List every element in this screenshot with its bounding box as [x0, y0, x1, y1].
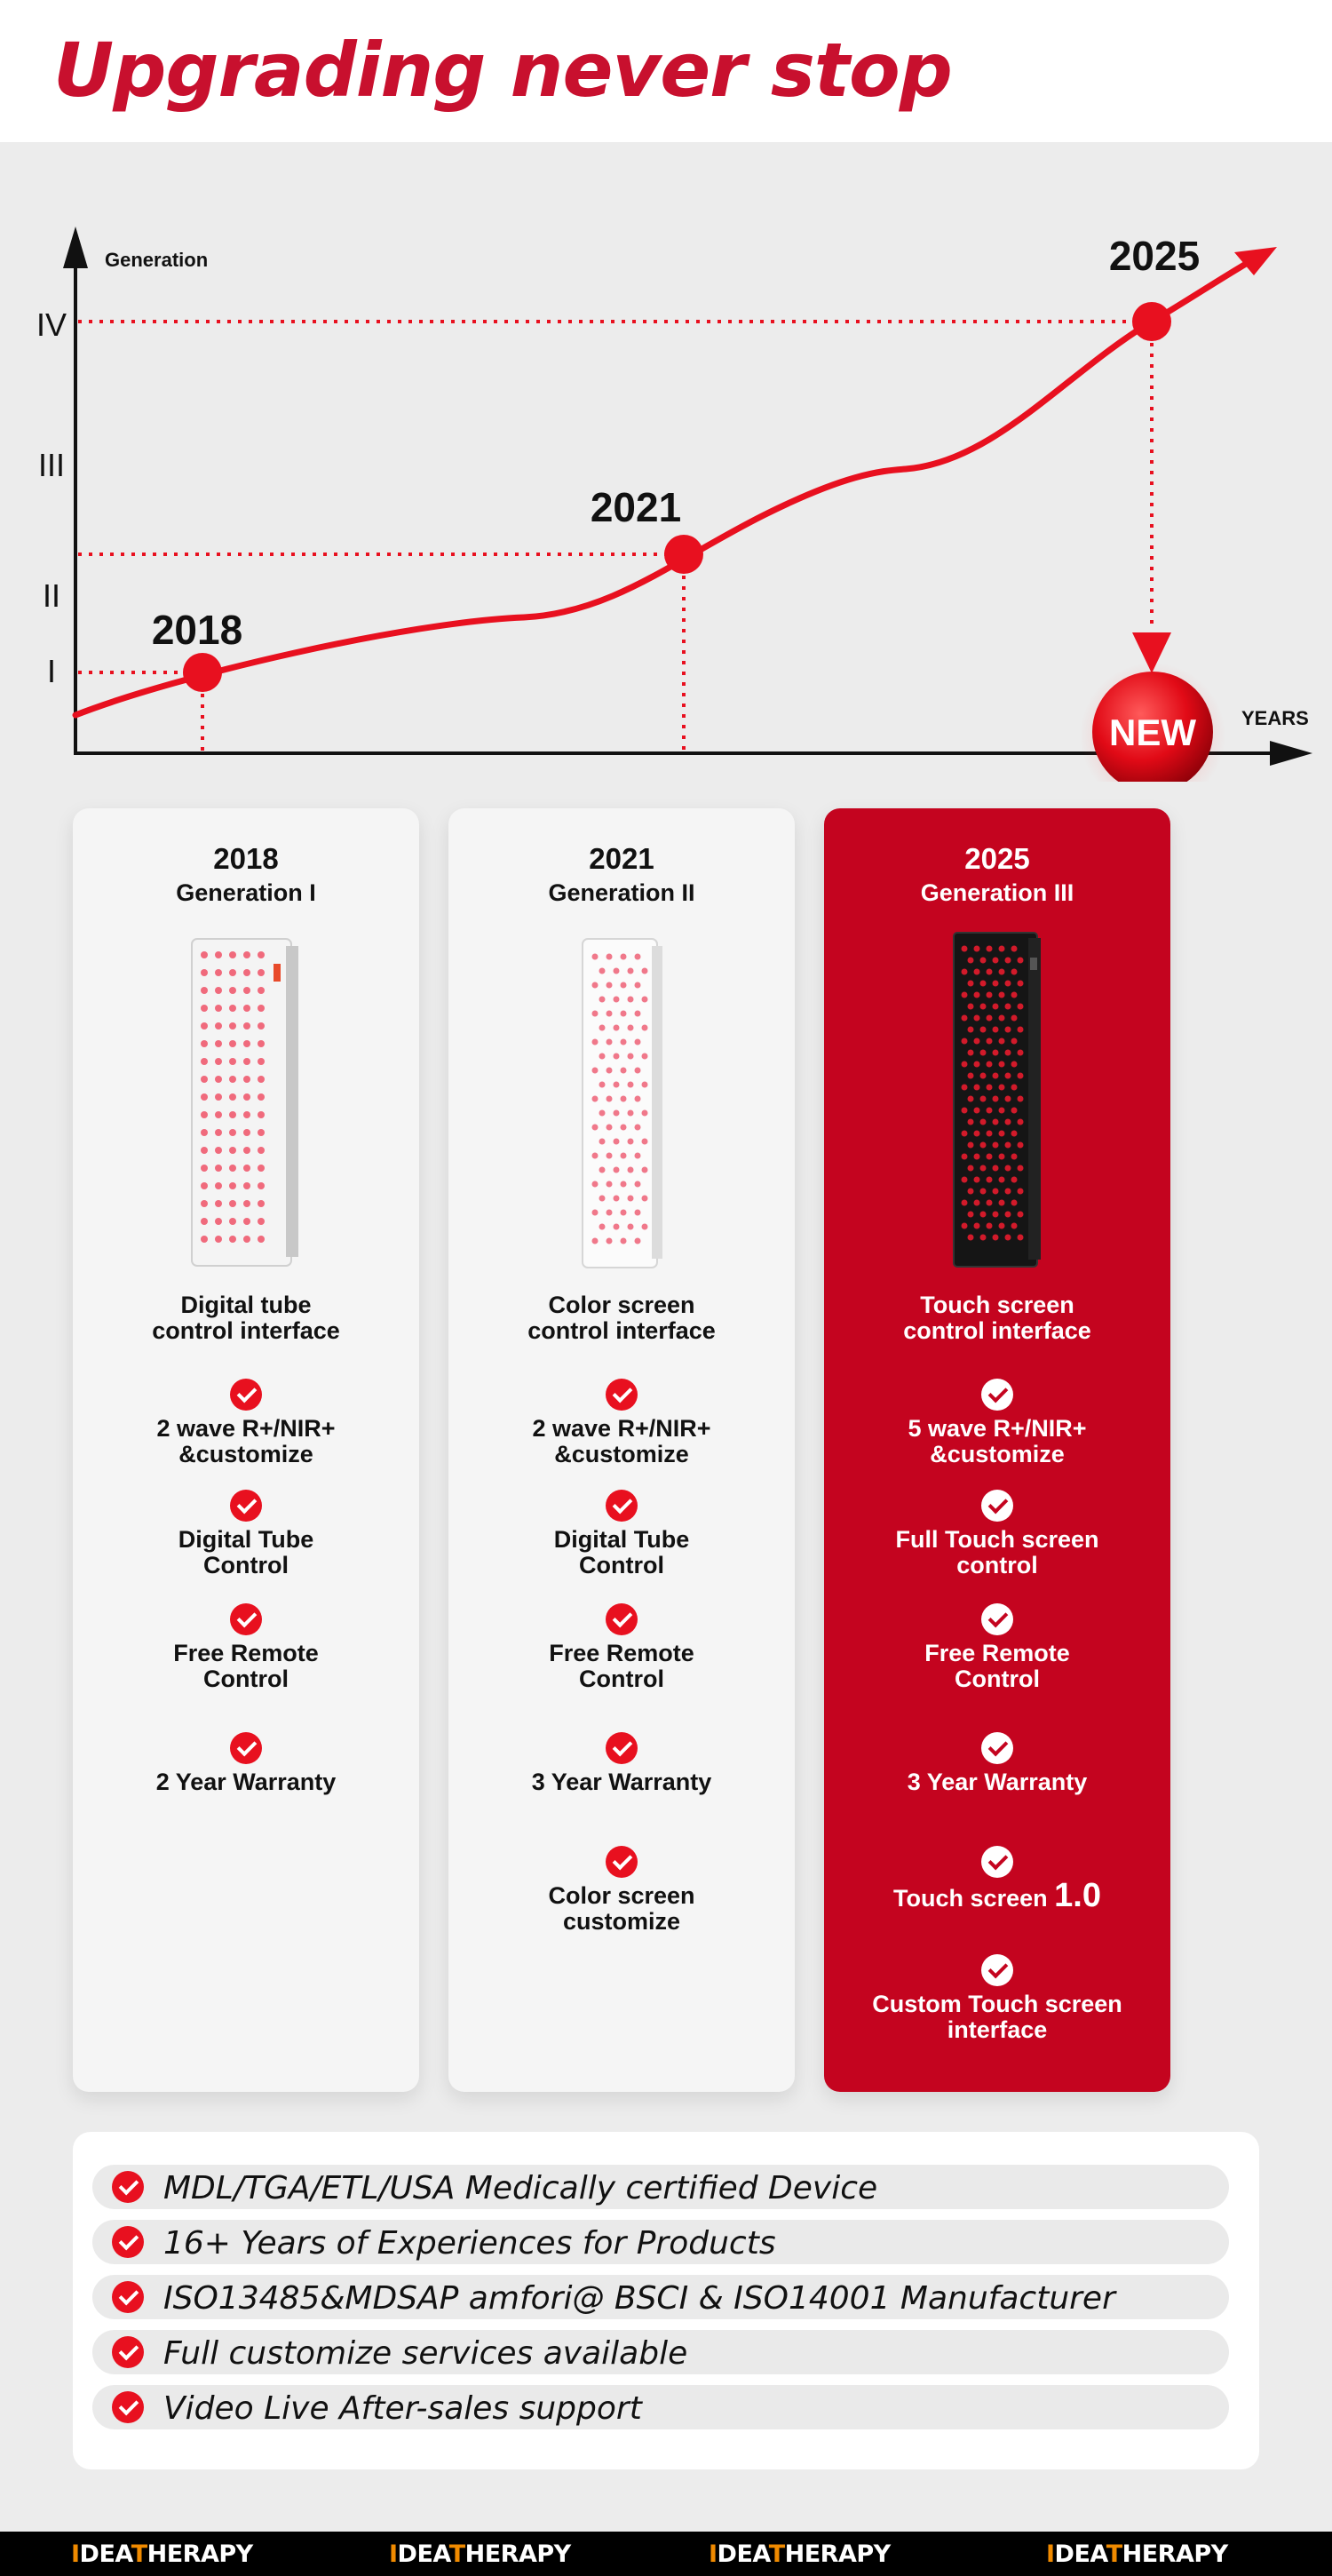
feature-item: 2 Year Warranty — [73, 1732, 419, 1795]
check-icon — [112, 2281, 144, 2313]
check-icon — [981, 1846, 1013, 1878]
card-year: 2018 — [213, 842, 279, 875]
feature-item: 3 Year Warranty — [824, 1732, 1170, 1795]
feature-item: 5 wave R+/NIR+ &customize — [824, 1379, 1170, 1467]
check-icon — [230, 1490, 262, 1522]
interface-label: Digital tube control interface — [152, 1292, 340, 1344]
card-2018: 2018 Generation I — [73, 808, 419, 2092]
certification-item: Full customize services available — [92, 2330, 1229, 2374]
touch-version: 1.0 — [1054, 1877, 1101, 1914]
card-generation: Generation III — [920, 879, 1074, 906]
device-image-gen1 — [191, 938, 298, 1267]
y-axis-arrow — [63, 227, 88, 268]
device-image-gen2 — [582, 938, 662, 1268]
feature-item: 2 wave R+/NIR+ &customize — [448, 1379, 795, 1467]
check-icon — [112, 2226, 144, 2258]
year-label-2021: 2021 — [591, 484, 681, 530]
check-icon — [230, 1379, 262, 1411]
point-2025 — [1132, 302, 1171, 341]
footer-brand-strip: IDEATHERAPY IDEATHERAPY IDEATHERAPY IDEA… — [0, 2532, 1332, 2576]
point-2021 — [664, 535, 703, 574]
device-image-gen3 — [953, 932, 1041, 1268]
check-icon — [230, 1603, 262, 1635]
feature-item: Full Touch screen control — [824, 1490, 1170, 1578]
y-tick-label-3: III — [38, 447, 65, 483]
check-icon — [606, 1379, 638, 1411]
page-title: Upgrading never stop — [53, 27, 953, 114]
brand-logo: IDEATHERAPY — [71, 2540, 253, 2568]
generation-cards: 2018 Generation I — [73, 808, 1259, 2092]
check-icon — [606, 1603, 638, 1635]
feature-item: 2 wave R+/NIR+ &customize — [73, 1379, 419, 1467]
year-label-2018: 2018 — [152, 607, 242, 653]
certification-item: MDL/TGA/ETL/USA Medically certified Devi… — [92, 2165, 1229, 2209]
certification-item: 16+ Years of Experiences for Products — [92, 2220, 1229, 2264]
check-icon — [981, 1603, 1013, 1635]
feature-item: 3 Year Warranty — [448, 1732, 795, 1795]
y-tick-label-4: IV — [36, 306, 67, 343]
x-axis-label: YEARS — [1241, 707, 1309, 729]
check-icon — [112, 2171, 144, 2203]
brand-logo: IDEATHERAPY — [1046, 2540, 1228, 2568]
feature-item: Custom Touch screen interface — [824, 1954, 1170, 2043]
trend-arrow — [1234, 247, 1277, 275]
feature-item: Free Remote Control — [73, 1603, 419, 1692]
feature-item: Color screen customize — [448, 1846, 795, 1935]
feature-item: Free Remote Control — [824, 1603, 1170, 1692]
interface-label: Touch screen control interface — [903, 1292, 1091, 1344]
check-icon — [981, 1490, 1013, 1522]
header: Upgrading never stop — [0, 0, 1332, 142]
certification-item: ISO13485&MDSAP amfori@ BSCI & ISO14001 M… — [92, 2275, 1229, 2319]
brand-logo: IDEATHERAPY — [389, 2540, 571, 2568]
point-2018 — [183, 653, 222, 692]
certification-item: Video Live After-sales support — [92, 2385, 1229, 2429]
y-axis-label: Generation — [105, 249, 208, 271]
card-2021: 2021 Generation II — [448, 808, 795, 2092]
feature-item: Digital Tube Control — [73, 1490, 419, 1578]
card-year: 2025 — [964, 842, 1030, 875]
brand-logo: IDEATHERAPY — [709, 2540, 891, 2568]
y-tick-label-1: I — [47, 653, 56, 689]
generation-chart: Generation YEARS I II III IV 2018 2021 2… — [36, 227, 1312, 782]
new-badge-label: NEW — [1109, 712, 1196, 753]
y-tick-label-2: II — [43, 577, 60, 614]
x-axis-arrow — [1270, 741, 1312, 766]
check-icon — [606, 1490, 638, 1522]
check-icon — [112, 2391, 144, 2423]
card-generation: Generation II — [548, 879, 695, 906]
check-icon — [230, 1732, 262, 1764]
card-year: 2021 — [589, 842, 654, 875]
new-badge — [1092, 672, 1213, 782]
card-2025: 2025 Generation III — [824, 808, 1170, 2092]
check-icon — [981, 1954, 1013, 1986]
main-panel: Generation YEARS I II III IV 2018 2021 2… — [0, 142, 1332, 2532]
feature-item: Touch screen 1.0 — [824, 1846, 1170, 1912]
year-label-2025: 2025 — [1109, 233, 1200, 279]
certifications-box: MDL/TGA/ETL/USA Medically certified Devi… — [73, 2132, 1259, 2469]
check-icon — [112, 2336, 144, 2368]
check-icon — [606, 1732, 638, 1764]
check-icon — [606, 1846, 638, 1878]
check-icon — [981, 1379, 1013, 1411]
down-arrow — [1132, 632, 1171, 673]
feature-item: Digital Tube Control — [448, 1490, 795, 1578]
card-generation: Generation I — [176, 879, 316, 906]
feature-item: Free Remote Control — [448, 1603, 795, 1692]
check-icon — [981, 1732, 1013, 1764]
interface-label: Color screen control interface — [527, 1292, 716, 1344]
